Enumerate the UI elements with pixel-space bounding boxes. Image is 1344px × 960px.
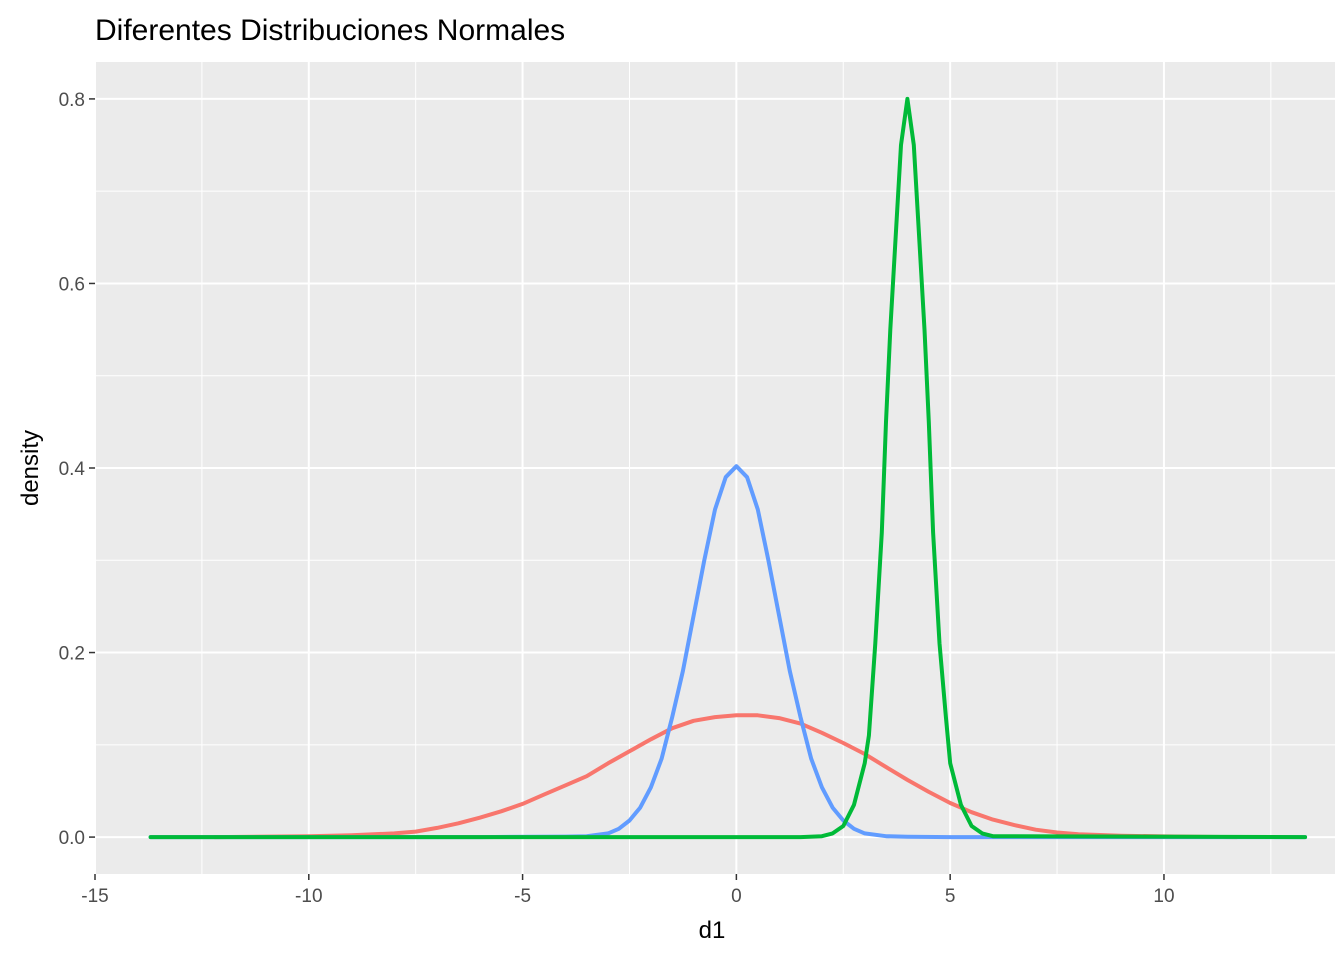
y-tick-label: 0.2 (59, 644, 85, 665)
x-axis-title: d1 (699, 917, 726, 944)
density-series-line-1 (212, 713, 1239, 840)
x-tick-label: 5 (945, 886, 956, 907)
x-tick-label: 10 (1153, 886, 1174, 907)
density-series-line-3 (148, 96, 1308, 840)
x-tick-label: -10 (295, 886, 322, 907)
x-tick-label: -15 (81, 886, 108, 907)
x-tick-label: 0 (731, 886, 742, 907)
axis-ticks (89, 98, 1165, 880)
y-tick-label: 0.4 (59, 459, 86, 480)
y-tick-labels: 0.0 0.2 0.4 0.6 0.8 (59, 90, 86, 849)
x-tick-labels: -15 -10 -5 0 5 10 (81, 886, 1174, 907)
y-axis-title: density (17, 430, 44, 506)
density-series-line-2 (148, 464, 1308, 840)
series-layer (148, 96, 1308, 840)
y-tick-label: 0.6 (59, 274, 85, 295)
chart-title: Diferentes Distribuciones Normales (95, 14, 565, 47)
y-tick-label: 0.0 (59, 828, 85, 849)
y-tick-label: 0.8 (59, 90, 85, 111)
x-tick-label: -5 (514, 886, 531, 907)
